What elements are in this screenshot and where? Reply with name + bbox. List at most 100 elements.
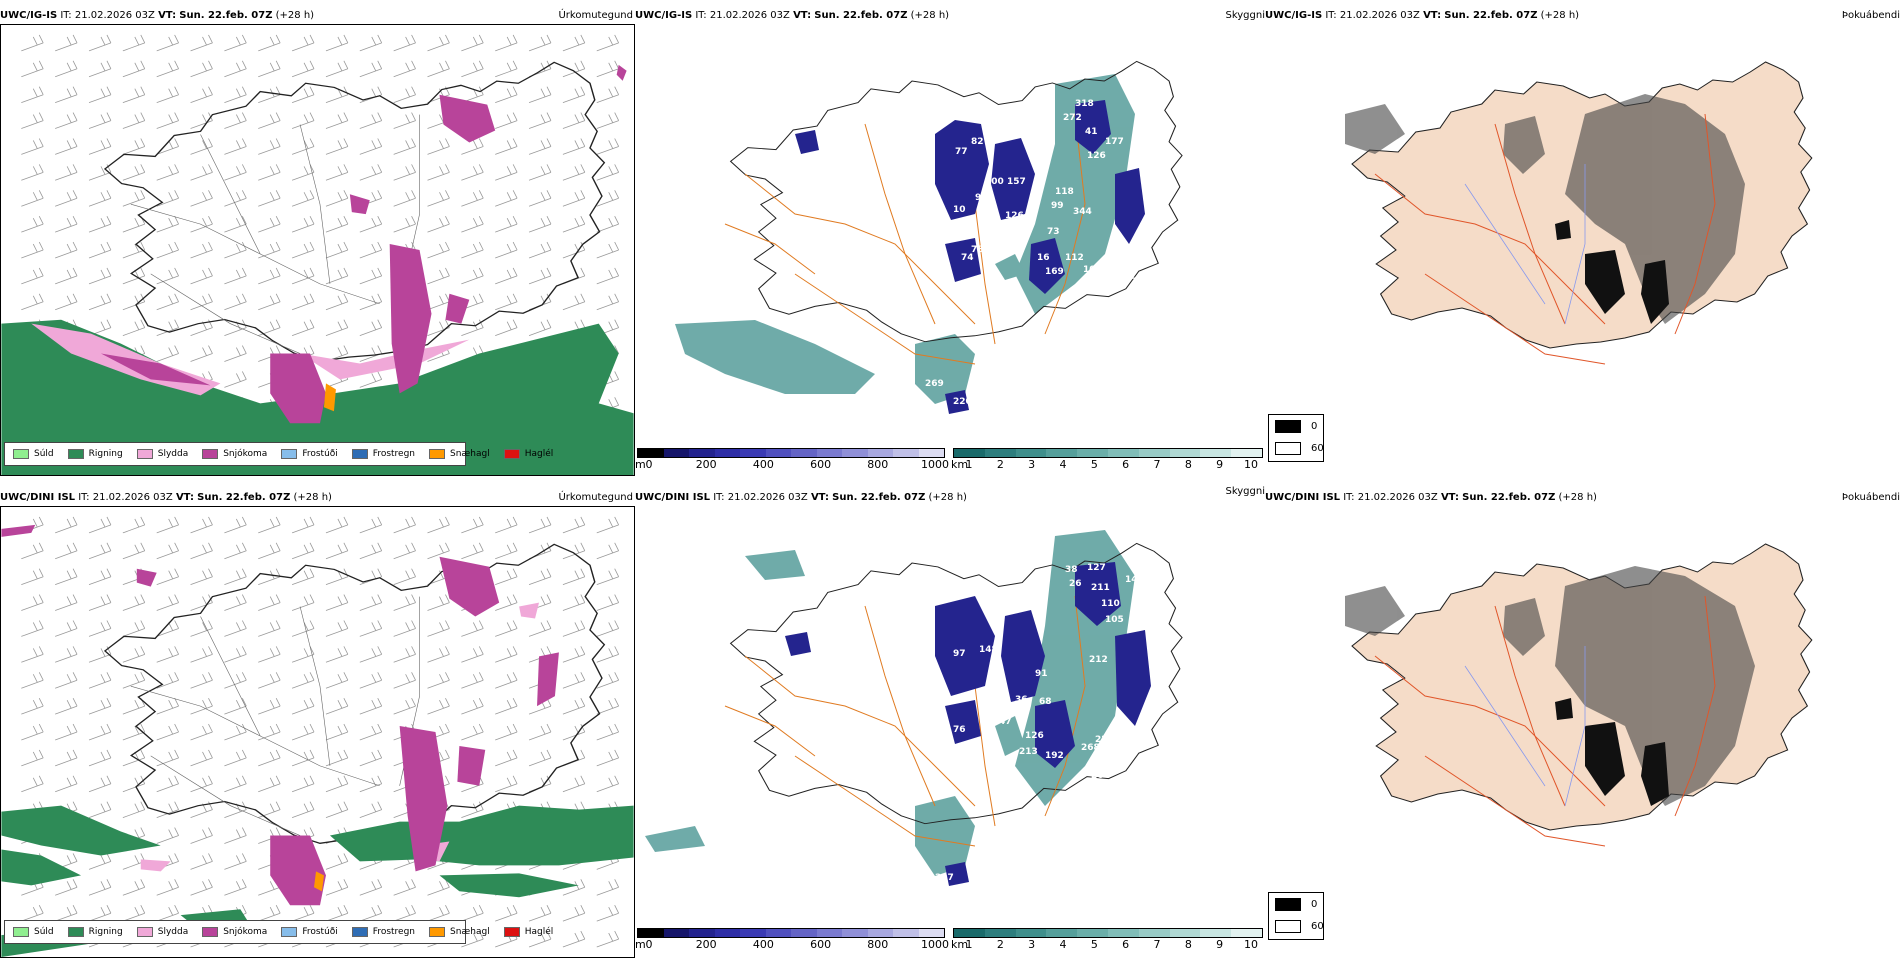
wind-barb <box>495 86 518 104</box>
wind-barb <box>224 620 247 637</box>
wind-barb <box>291 112 315 129</box>
visibility-value-label: 269 <box>925 379 944 389</box>
wind-barb <box>156 60 179 78</box>
colorbar-segment <box>1200 929 1232 937</box>
wind-barb <box>562 594 586 611</box>
wind-barb <box>122 879 146 896</box>
legend-label: Frostúði <box>302 927 338 937</box>
wind-barb <box>156 775 179 793</box>
visibility-value-label: 77 <box>955 147 968 157</box>
colorbar-segment <box>918 929 944 937</box>
wind-barb <box>224 672 247 689</box>
colorbar-segment <box>816 449 842 457</box>
wind-barbs <box>21 34 620 466</box>
wind-barb <box>258 775 281 793</box>
wind-barb <box>596 112 620 129</box>
wind-barb <box>596 516 620 534</box>
model-name: UWC/IG-IS <box>0 10 58 21</box>
wind-barb <box>88 542 112 560</box>
wind-barb <box>528 723 552 741</box>
height-unit: m <box>635 938 646 951</box>
wind-barb <box>190 60 213 78</box>
wind-barb <box>156 267 179 285</box>
fog-dark <box>1555 220 1669 324</box>
wind-barb <box>122 646 146 663</box>
fog-legend-swatch <box>1275 442 1301 455</box>
legend-swatch <box>202 449 219 459</box>
valid-time: Sun. 22.feb. 07Z <box>1462 492 1556 503</box>
colorbar-tick: 5 <box>1090 458 1098 471</box>
colorbar-segment <box>893 449 919 457</box>
wind-barb <box>528 516 552 534</box>
wind-barb <box>596 241 620 259</box>
wind-barb <box>359 267 383 285</box>
visibility-value-label: 127 <box>1087 563 1106 573</box>
colorbar-tick: 200 <box>695 938 717 951</box>
colorbar-tick: 800 <box>867 938 889 951</box>
colorbar-segment <box>1107 449 1139 457</box>
wind-barb <box>528 905 552 922</box>
visibility-value-label: 99 <box>1051 201 1064 211</box>
wind-barb <box>596 34 620 52</box>
wind-barb <box>88 215 112 233</box>
wind-barb <box>258 723 281 741</box>
wind-barb <box>495 164 518 181</box>
colorbar-segment <box>1200 449 1232 457</box>
wind-barb <box>325 164 349 181</box>
wind-barb <box>427 138 450 155</box>
colorbar-segment <box>1046 929 1078 937</box>
wind-barb <box>224 267 247 285</box>
colorbar-segment <box>765 449 791 457</box>
wind-barb <box>325 241 349 259</box>
height-colorbar <box>637 448 945 458</box>
init-time: 21.02.2026 03Z <box>709 10 790 21</box>
wind-barb <box>21 594 44 611</box>
visibility-value-label: 351 <box>1111 263 1130 273</box>
fog-shading <box>675 74 1135 404</box>
wind-barb <box>55 749 78 767</box>
precip-map <box>0 506 635 958</box>
visibility-value-label: 41 <box>1085 127 1098 137</box>
wind-barb <box>258 293 281 311</box>
road-network <box>724 113 1086 365</box>
wind-barb <box>190 542 213 560</box>
visibility-value-label: 213 <box>1019 747 1038 757</box>
wind-barb <box>156 723 179 741</box>
wind-barb <box>190 34 213 52</box>
legend-label: Snæhagl <box>450 449 490 459</box>
wind-barb <box>427 620 450 637</box>
model-name: UWC/DINI ISL <box>635 492 711 503</box>
wind-barb <box>562 138 586 155</box>
wind-barb <box>325 801 349 818</box>
wind-barb <box>359 594 383 611</box>
wind-barb <box>528 568 552 586</box>
visibility-value-label: 10 <box>1119 301 1132 311</box>
wind-barb <box>393 568 416 586</box>
colorbar-tick: 400 <box>752 938 774 951</box>
snow-areas <box>1 524 559 906</box>
visibility-value-label: 140 <box>1125 575 1144 585</box>
colorbar-segment <box>954 929 985 937</box>
wind-barb <box>190 164 213 181</box>
model-name: UWC/DINI ISL <box>1265 492 1341 503</box>
fog-title: Þokuábendi <box>1841 10 1900 21</box>
wind-barb <box>461 697 484 715</box>
init-time: 21.02.2026 03Z <box>1339 10 1420 21</box>
wind-barb <box>495 723 518 741</box>
wind-barb <box>325 190 349 207</box>
legend-label: Snjókoma <box>223 927 268 937</box>
wind-barb <box>596 60 620 78</box>
fog-legend-label: 0 <box>1311 421 1318 432</box>
wind-barb <box>122 723 146 741</box>
wind-barb <box>427 905 450 922</box>
wind-barb <box>495 775 518 793</box>
wind-barb <box>88 801 112 818</box>
colorbar-segment <box>1231 929 1262 937</box>
wind-barb <box>156 672 179 689</box>
colorbar-segment <box>1015 929 1047 937</box>
wind-barb <box>427 241 450 259</box>
colorbar-segment <box>842 929 868 937</box>
wind-barb <box>224 853 247 870</box>
wind-barb <box>427 646 450 663</box>
visibility-colorbar <box>953 448 1263 458</box>
